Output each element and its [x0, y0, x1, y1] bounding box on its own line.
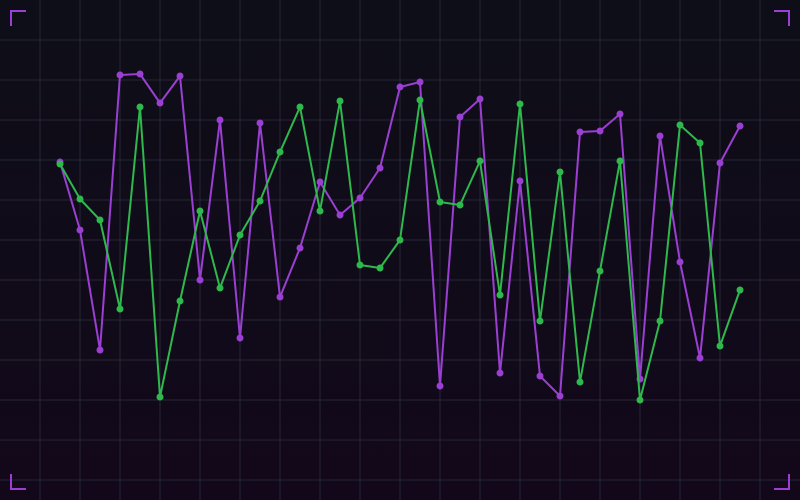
- corner-bottom-right: [774, 474, 790, 490]
- data-point: [716, 159, 724, 167]
- corner-brackets: [10, 10, 790, 490]
- data-point: [656, 317, 664, 325]
- corner-top-right: [774, 10, 790, 26]
- data-point: [536, 372, 544, 380]
- data-point: [316, 178, 324, 186]
- corner-bottom-left: [10, 474, 26, 490]
- series-1: [56, 96, 744, 404]
- data-point: [96, 216, 104, 224]
- data-point: [256, 119, 264, 127]
- data-point: [456, 113, 464, 121]
- data-point: [276, 148, 284, 156]
- data-point: [96, 346, 104, 354]
- data-point: [356, 194, 364, 202]
- data-point: [696, 139, 704, 147]
- data-point: [676, 258, 684, 266]
- data-point: [316, 207, 324, 215]
- data-point: [396, 83, 404, 91]
- data-point: [556, 168, 564, 176]
- data-point: [576, 128, 584, 136]
- data-point: [596, 267, 604, 275]
- data-point: [156, 393, 164, 401]
- series-group: [56, 70, 744, 404]
- data-point: [376, 164, 384, 172]
- data-point: [416, 78, 424, 86]
- data-point: [76, 226, 84, 234]
- data-point: [496, 291, 504, 299]
- data-point: [576, 378, 584, 386]
- data-point: [336, 211, 344, 219]
- data-point: [256, 197, 264, 205]
- data-point: [76, 195, 84, 203]
- data-point: [216, 116, 224, 124]
- data-point: [696, 354, 704, 362]
- data-point: [536, 317, 544, 325]
- data-point: [556, 392, 564, 400]
- data-point: [276, 293, 284, 301]
- data-point: [496, 369, 504, 377]
- data-point: [616, 157, 624, 165]
- data-point: [296, 244, 304, 252]
- data-point: [436, 198, 444, 206]
- data-point: [216, 284, 224, 292]
- data-point: [136, 70, 144, 78]
- data-point: [176, 297, 184, 305]
- data-point: [156, 99, 164, 107]
- data-point: [676, 121, 684, 129]
- data-point: [396, 236, 404, 244]
- data-point: [736, 286, 744, 294]
- data-point: [376, 264, 384, 272]
- data-point: [236, 231, 244, 239]
- data-point: [116, 71, 124, 79]
- data-point: [516, 177, 524, 185]
- data-point: [476, 95, 484, 103]
- data-point: [356, 261, 364, 269]
- corner-top-left: [10, 10, 26, 26]
- data-point: [236, 334, 244, 342]
- data-point: [196, 207, 204, 215]
- data-point: [196, 276, 204, 284]
- data-point: [136, 103, 144, 111]
- data-point: [476, 157, 484, 165]
- data-point: [176, 72, 184, 80]
- data-point: [516, 100, 524, 108]
- data-point: [116, 305, 124, 313]
- data-point: [636, 396, 644, 404]
- data-point: [436, 382, 444, 390]
- data-point: [656, 132, 664, 140]
- data-point: [716, 342, 724, 350]
- data-point: [416, 96, 424, 104]
- data-point: [736, 122, 744, 130]
- data-point: [596, 127, 604, 135]
- series-0: [56, 70, 744, 400]
- data-point: [296, 103, 304, 111]
- data-point: [56, 160, 64, 168]
- data-point: [456, 201, 464, 209]
- data-point: [616, 110, 624, 118]
- data-point: [336, 97, 344, 105]
